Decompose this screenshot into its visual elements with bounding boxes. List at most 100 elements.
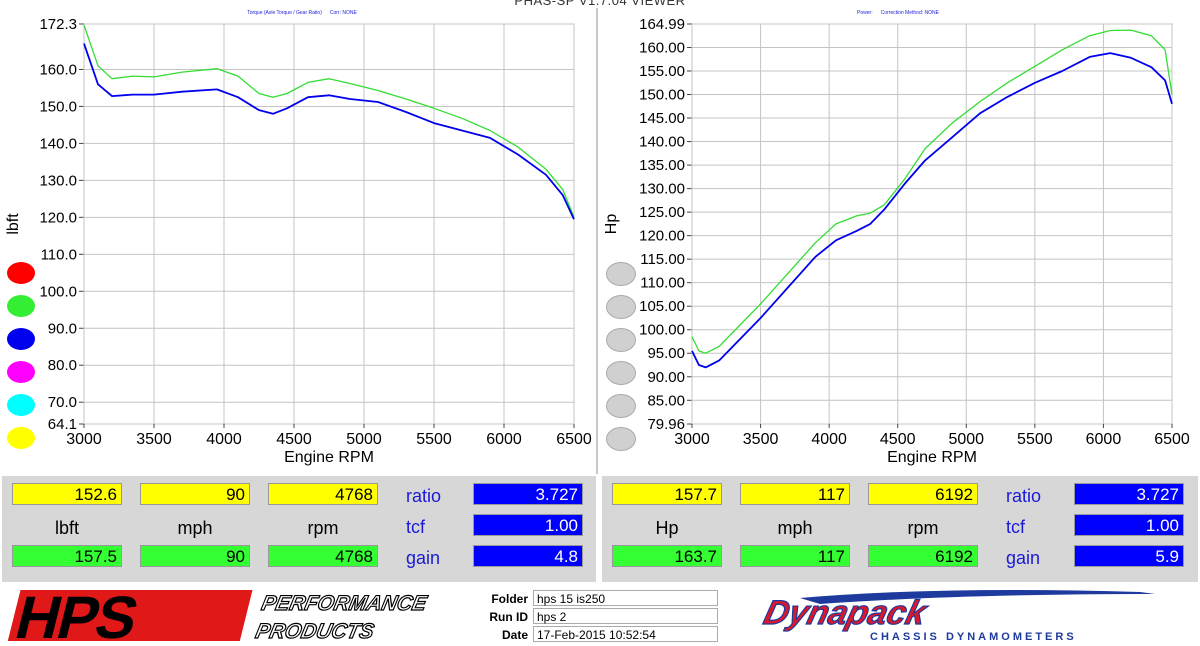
cursor-hp-value: 157.7 (612, 483, 722, 505)
power-x-tick-label: 5000 (948, 431, 984, 448)
tcf-value: 1.00 (473, 514, 583, 536)
cursor-rpm-value: 4768 (268, 483, 378, 505)
run-swatch-5[interactable] (606, 394, 636, 418)
power-y-tick-label: 85.00 (647, 392, 685, 409)
torque-x-tick-label: 6500 (556, 431, 592, 448)
hps-logo: HPS PERFORMANCE PRODUCTS (7, 584, 430, 646)
dynapack-sub: CHASSIS DYNAMOMETERS (870, 631, 1077, 643)
power-y-axis-title: Hp (603, 214, 620, 235)
dynapack-logo: Dynapack CHASSIS DYNAMOMETERS (760, 590, 1155, 643)
power-y-tick-label: 100.00 (639, 322, 685, 339)
hps-sub1: PERFORMANCE (259, 592, 429, 615)
power-x-tick-label: 3000 (674, 431, 710, 448)
footer: HPS PERFORMANCE PRODUCTS Folder hps 15 i… (0, 584, 1200, 646)
torque-x-tick-label: 3500 (136, 431, 172, 448)
torque-x-tick-label: 5500 (416, 431, 452, 448)
peak-mph-value: 117 (740, 545, 850, 567)
torque-y-tick-label: 150.0 (39, 98, 77, 115)
gain-label: gain (1006, 548, 1041, 568)
unit-rpm-label: rpm (307, 518, 339, 538)
torque-y-tick-label: 172.3 (39, 16, 77, 33)
run-swatch-4[interactable] (606, 361, 636, 385)
dynapack-logo-text: Dynapack (760, 594, 932, 631)
ratio-label: ratio (1006, 486, 1042, 506)
run-id-field: hps 2 (533, 608, 718, 624)
cursor-torque-value: 152.6 (12, 483, 122, 505)
torque-y-tick-label: 64.1 (48, 416, 77, 433)
power-y-tick-label: 79.96 (647, 416, 685, 433)
torque-y-tick-label: 140.0 (39, 135, 77, 152)
unit-mph-label: mph (177, 518, 213, 538)
torque-plot-area (83, 23, 575, 425)
torque-readout-panel: 152.6 90 4768 lbft mph rpm 157.5 90 4768… (2, 476, 596, 582)
date-field: 17-Feb-2015 10:52:54 (533, 626, 718, 642)
torque-y-axis-title: lbft (5, 213, 22, 235)
run-swatch-6[interactable] (606, 427, 636, 451)
tcf-value: 1.00 (1074, 514, 1184, 536)
cursor-mph-value: 90 (140, 483, 250, 505)
torque-chart: Torque (Axle Torque / Gear Ratio) Corr: N… (5, 10, 592, 466)
power-y-tick-label: 90.00 (647, 369, 685, 386)
power-chart-panel: Power: Correction Method: NONE 164.99 160.… (600, 8, 1194, 474)
torque-y-tick-label: 100.0 (39, 283, 77, 300)
torque-x-tick-label: 4000 (206, 431, 242, 448)
power-y-tick-label: 95.00 (647, 345, 685, 362)
power-y-tick-label: 160.00 (639, 39, 685, 56)
torque-x-axis-title: Engine RPM (284, 449, 374, 466)
power-y-tick-label: 140.00 (639, 134, 685, 151)
torque-y-tick-label: 160.0 (39, 61, 77, 78)
run-swatch-1[interactable] (606, 262, 636, 286)
power-x-tick-label: 6500 (1154, 431, 1190, 448)
unit-lbft-label: lbft (54, 518, 79, 538)
folder-label: Folder (491, 592, 528, 606)
gain-label: gain (406, 548, 441, 568)
ratio-value: 3.727 (473, 483, 583, 505)
torque-y-tick-label: 70.0 (48, 394, 77, 411)
torque-y-tick-label: 90.0 (48, 320, 77, 337)
power-readout-panel: 157.7 117 6192 Hp mph rpm 163.7 117 6192… (602, 476, 1198, 582)
run-swatch-3[interactable] (606, 328, 636, 352)
power-x-axis-title: Engine RPM (887, 449, 977, 466)
torque-series-green (83, 24, 575, 218)
gain-value: 5.9 (1074, 545, 1184, 567)
peak-torque-value: 157.5 (12, 545, 122, 567)
power-y-tick-label: 125.00 (639, 204, 685, 221)
gain-value: 4.8 (473, 545, 583, 567)
run-swatch-2[interactable] (7, 295, 35, 317)
run-swatch-4[interactable] (7, 361, 35, 383)
power-y-tick-label: 110.00 (640, 275, 685, 292)
hps-logo-swoosh (7, 590, 253, 641)
app-title: PHAS-SP V1.7.04 VIEWER (514, 0, 686, 8)
unit-hp-label: Hp (655, 518, 679, 538)
power-y-tick-label: 164.99 (639, 16, 685, 33)
run-swatch-1[interactable] (7, 262, 35, 284)
power-x-tick-label: 6000 (1086, 431, 1122, 448)
power-y-tick-label: 105.00 (639, 298, 685, 315)
power-series-blue (691, 52, 1173, 369)
power-x-tick-label: 3500 (743, 431, 779, 448)
run-swatch-5[interactable] (7, 394, 35, 416)
torque-y-tick-label: 120.0 (39, 209, 77, 226)
torque-series-blue (83, 43, 575, 220)
torque-x-tick-label: 4500 (276, 431, 312, 448)
run-swatch-3[interactable] (7, 328, 35, 350)
power-y-tick-label: 150.00 (639, 87, 685, 104)
power-y-tick-label: 155.00 (639, 63, 685, 80)
power-chart-header: Power: Correction Method: NONE (857, 10, 940, 16)
power-x-tick-label: 5500 (1017, 431, 1053, 448)
torque-x-tick-label: 6000 (486, 431, 522, 448)
dynapack-swoosh (800, 590, 1155, 604)
date-label: Date (501, 628, 528, 642)
run-id-label: Run ID (489, 610, 528, 624)
power-y-tick-label: 115.00 (640, 251, 685, 268)
torque-chart-header: Torque (Axle Torque / Gear Ratio) Corr: N… (247, 10, 357, 16)
power-chart: Power: Correction Method: NONE 164.99 160.… (603, 10, 1190, 466)
unit-rpm-label: rpm (907, 518, 939, 538)
torque-y-tick-label: 130.0 (39, 172, 77, 189)
run-swatch-6[interactable] (7, 427, 35, 449)
power-y-tick-label: 130.00 (639, 181, 685, 198)
tcf-label: tcf (406, 517, 426, 537)
run-swatch-2[interactable] (606, 295, 636, 319)
unit-mph-label: mph (777, 518, 813, 538)
peak-mph-value: 90 (140, 545, 250, 567)
